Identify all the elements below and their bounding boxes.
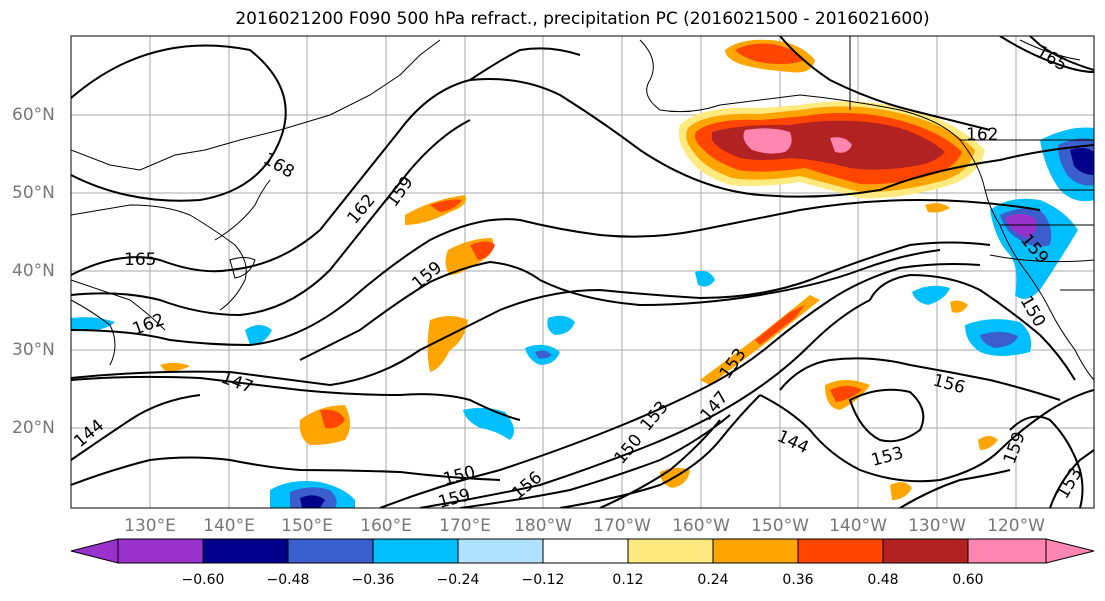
- lon-label: 170°W: [593, 516, 651, 536]
- lon-label: 180°W: [514, 516, 572, 536]
- contour-label: 159: [436, 485, 473, 513]
- colorbar-tick-label: −0.60: [181, 572, 225, 588]
- plot-frame: [70, 35, 1095, 509]
- colorbar-tick-label: 0.12: [612, 572, 644, 588]
- contour-label: 156: [508, 468, 546, 504]
- contour-label: 144: [70, 416, 108, 452]
- colorbar-tick-label: 0.48: [867, 572, 899, 588]
- contour-label: 165: [124, 250, 156, 270]
- colorbar-seg: [287, 538, 374, 564]
- lon-label: 130°W: [908, 516, 966, 536]
- colorbar-tick-label: 0.24: [697, 572, 729, 588]
- colorbar-seg: [712, 538, 799, 564]
- contour-label: 150: [441, 462, 478, 490]
- colorbar-tick-label: −0.24: [436, 572, 480, 588]
- colorbar-seg: [967, 538, 1047, 564]
- contour-label: 168: [260, 149, 298, 183]
- map-title: 2016021200 F090 500 hPa refract., precip…: [235, 9, 930, 29]
- lon-label: 150°W: [751, 516, 809, 536]
- gridlines: [71, 36, 1094, 508]
- contour-label: 147: [697, 387, 733, 425]
- lat-label: 50°N: [12, 183, 55, 203]
- colorbar-tick-label: −0.12: [521, 572, 565, 588]
- contour-label: 165: [1033, 42, 1071, 76]
- contour-label: 162: [344, 190, 380, 228]
- lon-label: 130°E: [124, 516, 176, 536]
- contour-label: 162: [966, 125, 998, 145]
- lat-label: 20°N: [12, 418, 55, 438]
- colorbar-tick-label: −0.36: [351, 572, 395, 588]
- colorbar: [70, 538, 1095, 564]
- lon-label: 140°E: [203, 516, 255, 536]
- contour-label: 159: [408, 258, 446, 294]
- contours: [71, 36, 1094, 508]
- colorbar-seg: [542, 538, 629, 564]
- colorbar-seg: [882, 538, 969, 564]
- lon-label: 170°E: [439, 516, 491, 536]
- lat-label: 40°N: [12, 261, 55, 281]
- lon-label: 160°W: [672, 516, 730, 536]
- coastlines: [71, 36, 1094, 381]
- contour-label: 159: [383, 173, 418, 211]
- colorbar-extend-high: [1045, 538, 1095, 564]
- lon-label: 160°E: [360, 516, 412, 536]
- lat-label: 60°N: [12, 105, 55, 125]
- lon-label: 140°W: [829, 516, 887, 536]
- colorbar-extend-low: [70, 538, 119, 564]
- contour-label: 147: [218, 368, 255, 398]
- colorbar-tick-label: −0.48: [266, 572, 310, 588]
- contour-label: 159: [1000, 429, 1030, 466]
- lat-label: 30°N: [12, 340, 55, 360]
- colorbar-seg: [457, 538, 544, 564]
- contour-label: 150: [611, 430, 647, 468]
- contour-label: 153: [637, 397, 673, 435]
- colorbar-seg: [627, 538, 714, 564]
- colorbar-tick-label: 0.60: [952, 572, 984, 588]
- lon-label: 120°W: [987, 516, 1045, 536]
- contour-label: 153: [869, 443, 906, 471]
- colorbar-tick-label: 0.36: [782, 572, 814, 588]
- colorbar-seg: [202, 538, 289, 564]
- colorbar-seg: [797, 538, 884, 564]
- contour-label: 162: [130, 310, 167, 340]
- colorbar-seg: [372, 538, 459, 564]
- lon-label: 150°E: [281, 516, 333, 536]
- colorbar-seg: [117, 538, 204, 564]
